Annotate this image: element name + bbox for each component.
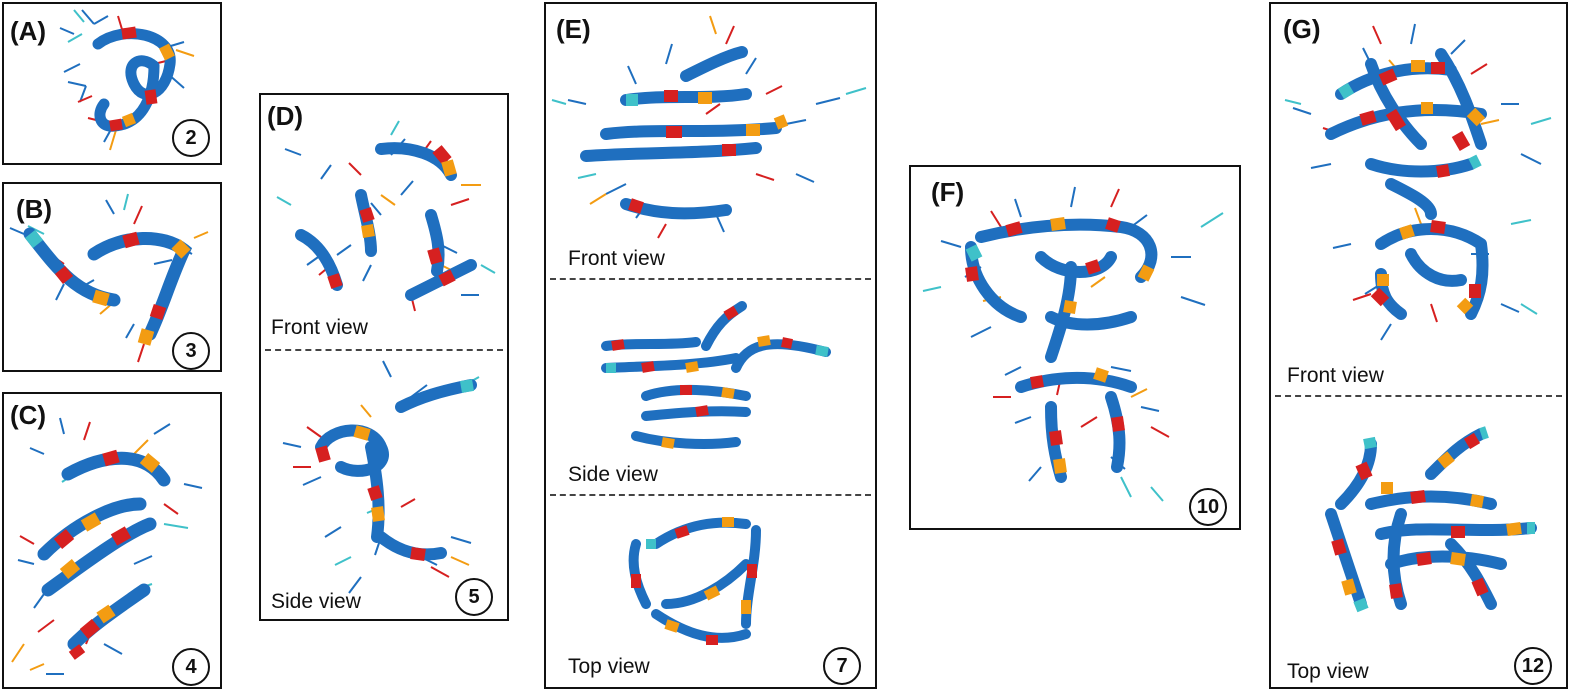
peptide-structure-a	[59, 9, 195, 151]
panel-c: (C) 4	[2, 392, 222, 689]
view-label-d-side: Side view	[271, 590, 361, 613]
panel-label-f: (F)	[931, 177, 965, 207]
peptide-structure-g-front	[1284, 23, 1552, 341]
view-label-g-top: Top view	[1287, 660, 1369, 683]
panel-label-d: (D)	[267, 101, 304, 131]
peptide-structure-g-top	[1325, 426, 1537, 613]
peptide-structure-b	[9, 193, 209, 363]
count-badge-g: 12	[1514, 647, 1552, 685]
view-label-e-side: Side view	[568, 463, 658, 486]
peptide-structure-d-side	[282, 360, 480, 594]
panel-b: (B) 3	[2, 182, 222, 372]
panel-f: (F) 10	[909, 165, 1241, 530]
peptide-structure-d-front	[276, 120, 496, 312]
panel-a: (A) 2	[2, 2, 222, 165]
peptide-structure-e-side	[601, 301, 831, 449]
panel-e: (E) Front view Side view Top view 7	[544, 2, 877, 689]
panel-label-a: (A)	[10, 16, 47, 46]
view-label-d-front: Front view	[271, 316, 368, 339]
count-badge-d: 5	[455, 578, 493, 616]
panel-label-e: (E)	[556, 14, 591, 44]
view-label-e-top: Top view	[568, 655, 650, 678]
count-badge-a: 2	[172, 119, 210, 157]
view-label-e-front: Front view	[568, 247, 665, 270]
view-divider	[265, 349, 503, 351]
panel-label-b: (B)	[16, 194, 53, 224]
count-badge-f: 10	[1189, 488, 1227, 526]
count-badge-b: 3	[172, 332, 210, 370]
panel-label-g: (G)	[1283, 14, 1321, 44]
peptide-structure-e-top	[628, 517, 761, 645]
view-label-g-front: Front view	[1287, 364, 1384, 387]
peptide-structure-f	[922, 186, 1224, 502]
count-badge-e: 7	[823, 647, 861, 685]
count-badge-c: 4	[172, 648, 210, 686]
panel-label-c: (C)	[10, 400, 47, 430]
peptide-structure-c	[11, 417, 203, 675]
view-divider	[550, 278, 871, 280]
panel-g: (G) Front view Top view 12	[1269, 2, 1568, 689]
view-divider	[1275, 395, 1562, 397]
view-divider	[550, 494, 871, 496]
panel-d: (D) Front view Side view 5	[259, 93, 509, 621]
peptide-structure-e-front	[551, 15, 867, 239]
